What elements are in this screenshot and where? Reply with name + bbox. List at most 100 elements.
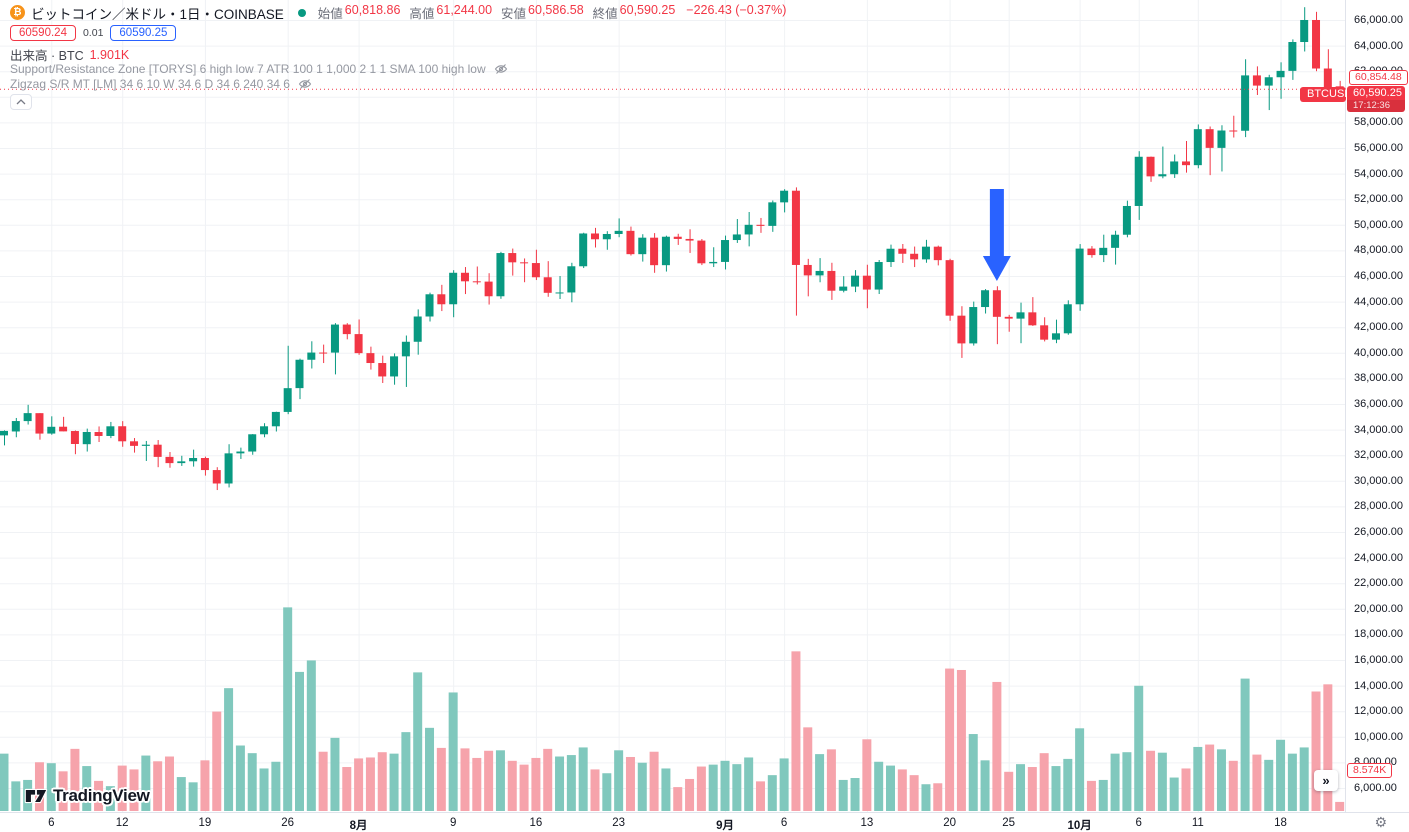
ask-button[interactable]: 60590.25 (110, 25, 177, 41)
volume-bar (401, 732, 411, 811)
candle-body (1122, 205, 1131, 235)
expand-scales-button[interactable]: » (1314, 770, 1338, 791)
candle-body (1075, 248, 1084, 305)
arrow-down-annotation[interactable] (982, 189, 1011, 281)
candle-body (319, 352, 328, 354)
candle-body (1193, 129, 1202, 166)
volume-value: 1.901K (89, 47, 130, 62)
time-tick-label: 10月 (1067, 820, 1092, 832)
volume-row[interactable]: 出来高 · BTC 1.901K (10, 45, 129, 64)
volume-bar (1169, 777, 1179, 811)
low-label: 安値 (501, 7, 527, 21)
price-tick-label: 46,000.00 (1354, 270, 1403, 282)
candle-body (82, 431, 91, 445)
candle-body (1099, 247, 1108, 256)
eye-hidden-icon[interactable] (298, 77, 312, 91)
high-value: 61,244.00 (436, 3, 493, 17)
candle-body (555, 292, 564, 294)
candle-body (661, 236, 670, 266)
candle-body (94, 432, 103, 436)
candle-body (1323, 68, 1332, 88)
time-tick-label: 8月 (349, 820, 368, 832)
candle-body (1146, 156, 1155, 177)
candle-body (496, 253, 505, 297)
candle-body (780, 190, 789, 203)
volume-bar (389, 753, 399, 811)
volume-bar (1122, 752, 1132, 811)
close-value: 60,590.25 (619, 3, 676, 17)
candle-body (35, 413, 44, 434)
volume-bar (1039, 753, 1049, 811)
volume-bar (46, 763, 56, 811)
candle-body (413, 316, 422, 342)
volume-bar (188, 782, 198, 811)
time-axis[interactable]: ⚙ 6 12 19 26 8月 9 16 23 9月 6 13 20 25 10月 6 11 18 (0, 812, 1409, 832)
candle-body (981, 290, 990, 308)
volume-bar (578, 747, 588, 811)
change-value: −226.43 (−0.37%) (686, 3, 787, 17)
candle-body (910, 253, 919, 260)
volume-bar (673, 787, 683, 811)
volume-bar (1098, 779, 1108, 811)
indicator-legend-support-resistance[interactable]: Support/Resistance Zone [TORYS] 6 high l… (10, 62, 508, 76)
price-tick-label: 44,000.00 (1354, 295, 1403, 308)
volume-bar (649, 751, 659, 811)
volume-bar (531, 757, 541, 811)
candle-body (969, 307, 978, 344)
last-price-label: 60,590.25 17:12:36 (1347, 86, 1405, 113)
price-level-label: 60,854.48 (1349, 70, 1408, 86)
candle-body (957, 315, 966, 344)
volume-bar (1004, 771, 1014, 811)
candle-body (1264, 77, 1273, 86)
volume-bar (295, 671, 304, 811)
candle-body (721, 240, 730, 262)
volume-bar (460, 748, 470, 811)
chart-canvas[interactable] (0, 0, 1345, 812)
price-tick-label: 66,000.00 (1354, 14, 1403, 26)
candle-body (685, 238, 694, 241)
volume-bar (826, 749, 836, 811)
gear-icon[interactable]: ⚙ (1374, 815, 1387, 831)
candle-body (1217, 130, 1226, 148)
candle-body (484, 281, 493, 297)
price-tick-label: 52,000.00 (1354, 193, 1403, 206)
volume-bar (377, 752, 387, 811)
price-tick-label: 50,000.00 (1354, 218, 1403, 231)
candle-body (437, 294, 446, 305)
candle-body (815, 270, 824, 276)
candle-body (626, 230, 635, 255)
volume-bar (933, 783, 943, 811)
candle-body (933, 246, 942, 261)
candle-body (945, 260, 954, 316)
volume-bar (992, 681, 1002, 811)
price-axis[interactable]: 66,000.0064,000.0062,000.0060,000.0058,0… (1345, 0, 1409, 812)
volume-bar (164, 756, 174, 811)
volume-bar (1063, 758, 1073, 811)
bid-button[interactable]: 60590.24 (10, 25, 76, 41)
time-tick-label: 6 (780, 817, 788, 829)
volume-bar (82, 766, 92, 811)
volume-bar (1075, 728, 1085, 811)
volume-bar (1216, 749, 1226, 811)
volume-bar (945, 668, 955, 811)
time-tick-label: 6 (48, 817, 55, 829)
symbol-title[interactable]: ビットコイン／米ドル・1日・COINBASE (31, 6, 284, 22)
volume-bar (1181, 768, 1191, 811)
open-label: 始値 (317, 7, 343, 21)
candle-body (366, 353, 375, 364)
volume-bar (744, 757, 754, 811)
indicator-legend-zigzag[interactable]: Zigzag S/R MT [LM] 34 6 10 W 34 6 D 34 6… (10, 77, 312, 91)
tradingview-logo[interactable]: TradingView (24, 786, 150, 806)
candle-body (70, 431, 79, 444)
legend-collapse-button[interactable] (10, 94, 32, 110)
candle-body (1312, 19, 1321, 69)
time-tick-label: 25 (1002, 817, 1016, 829)
volume-bar (755, 781, 765, 811)
eye-hidden-icon[interactable] (494, 62, 508, 76)
candle-body (921, 246, 930, 260)
volume-bar (791, 651, 801, 811)
time-tick-label: 23 (612, 817, 626, 829)
price-tick-label: 56,000.00 (1354, 142, 1403, 154)
volume-bar (365, 757, 375, 811)
volume-bar (696, 766, 706, 811)
